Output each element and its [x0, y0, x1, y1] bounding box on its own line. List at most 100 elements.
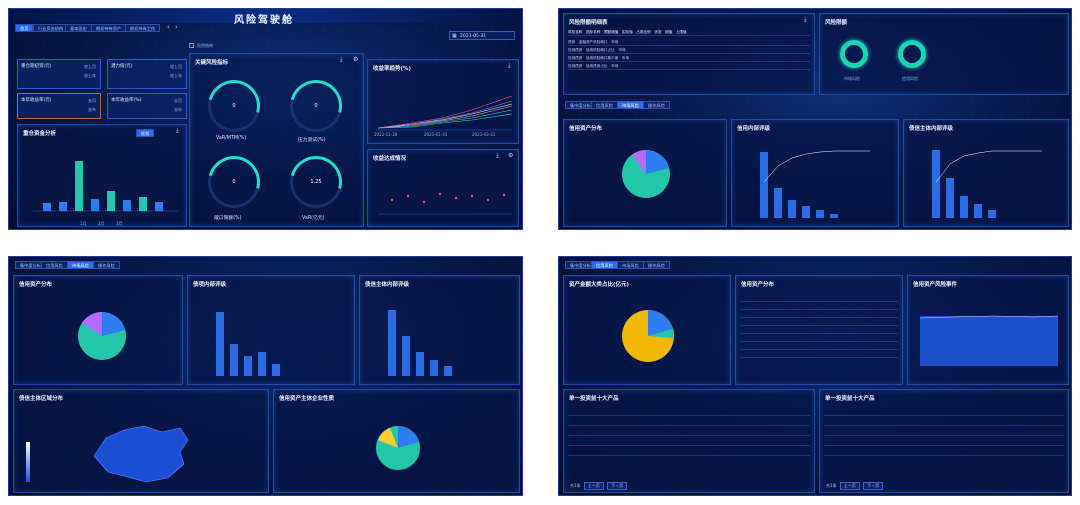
bar — [816, 210, 824, 218]
next-page-button[interactable]: 下一页 — [607, 482, 628, 490]
prev-page-button[interactable]: 上一页 — [839, 482, 860, 490]
top-products-panel-right: 单一投资前十大产品 共1条 上一页 下一页 — [819, 389, 1069, 493]
kpi-compare-month: 较上月 — [170, 64, 182, 69]
table-row[interactable] — [824, 420, 1064, 426]
bar — [91, 199, 99, 211]
legend-item: 2月 — [98, 221, 105, 226]
kpi-compare-year: 较上年 — [170, 73, 182, 78]
table-row[interactable] — [740, 320, 898, 326]
point — [454, 196, 458, 200]
issuer-bar-chart — [388, 310, 452, 376]
dense-bar-chart — [919, 315, 1059, 366]
panel-title: 收益达成情况 — [373, 156, 407, 162]
point — [486, 198, 490, 202]
kpi-compare-month: 去月 — [88, 98, 96, 103]
market-risk-screen: 集中度分析 信用风险 市场风险 操作风险 资产金额大类占比(亿元) 信用资产分布… — [558, 256, 1072, 496]
panel-title: 单一投资前十大产品 — [825, 396, 875, 402]
kpi-compare-year: 去年 — [174, 107, 182, 112]
table-row[interactable] — [568, 440, 810, 446]
legend-item: 3月 — [116, 221, 123, 226]
limit-table-panel: 风险限额明细表 ⤓ 风险名称 指标名称 限额阈值 实际值 占用比例 状态 阈值 … — [563, 13, 815, 95]
tab-market[interactable]: 市场风险 — [67, 261, 94, 269]
kpi-card: 本年收益率(元) 去月 去年 — [17, 93, 101, 119]
download-icon[interactable]: ⤓ — [176, 127, 179, 134]
table-row[interactable] — [824, 430, 1064, 436]
bar — [272, 364, 280, 376]
table-row[interactable] — [568, 430, 810, 436]
tab-credit[interactable]: 信用风险 — [591, 261, 618, 269]
credit-risk-screen: 集中度分析 信用风险 市场风险 操作风险 信用资产分布 债项内部评级 债信主体内… — [8, 256, 523, 496]
bar-band — [920, 316, 1058, 366]
table-row[interactable]: 信用债券 信用债券占比 市场 — [568, 64, 810, 70]
table-row[interactable] — [740, 304, 898, 310]
next-page-button[interactable]: 下一页 — [863, 482, 884, 490]
table-row[interactable]: 信用债券 信用风险敞口集中度 市场 — [568, 56, 810, 62]
bar — [830, 214, 838, 218]
cumulative-line — [763, 150, 870, 183]
pie-chart — [622, 150, 670, 198]
gear-icon[interactable]: ⚙ — [508, 152, 514, 159]
tab-home[interactable]: 首页 — [15, 24, 34, 32]
table-header: 风险名称 指标名称 限额阈值 实际值 占用比例 状态 阈值 上限值 — [568, 30, 810, 36]
table-row[interactable]: 信用债券 信用风险敞口占比 市场 — [568, 48, 810, 54]
issuer-rating-panel: 债信主体内部评级 — [903, 119, 1069, 227]
table-row[interactable] — [568, 410, 810, 416]
table-row[interactable] — [740, 312, 898, 318]
table-row[interactable] — [740, 296, 898, 302]
table-row[interactable] — [740, 352, 898, 358]
download-icon[interactable]: ⤓ — [340, 56, 343, 63]
table-row[interactable] — [740, 344, 898, 350]
cockpit-screen: 风险驾驶舱 首页 行业资金结构 基本面史 期初持有资产 期初持有工作 ‹ › ▦… — [8, 8, 523, 230]
kpi-title: 潜力值(元) — [111, 64, 133, 69]
bar — [932, 150, 940, 218]
tab-market[interactable]: 市场风险 — [617, 261, 644, 269]
table-row[interactable] — [568, 450, 810, 456]
panel-title: 信用资产分布 — [19, 282, 53, 288]
table-row[interactable]: 债券 金融资产风险敞口 市场 — [568, 40, 810, 46]
x-tick: 2022-11-30 — [374, 132, 398, 137]
tab-operation[interactable]: 操作风险 — [93, 261, 120, 269]
download-icon[interactable]: ⤓ — [508, 62, 511, 69]
tab-credit[interactable]: 信用风险 — [41, 261, 68, 269]
table-row[interactable] — [740, 328, 898, 334]
table-row[interactable] — [568, 420, 810, 426]
chart-type-toggle[interactable]: 柱状 — [136, 129, 155, 137]
credit-distribution-panel: 信用资产分布 — [563, 119, 727, 227]
tab-credit[interactable]: 信用风险 — [591, 101, 618, 109]
gauge-exposure: 0 — [198, 146, 270, 218]
gear-icon[interactable]: ⚙ — [353, 56, 359, 63]
chevron-left-icon[interactable]: ‹ — [167, 23, 170, 31]
panel-title: 债项内部评级 — [193, 282, 227, 288]
pie-chart — [78, 312, 126, 360]
point — [502, 193, 506, 197]
table-row[interactable] — [824, 440, 1064, 446]
panel-title: 信用资产分布 — [569, 126, 603, 132]
table-row[interactable] — [824, 410, 1064, 416]
panel-title: 重仓资金分析 — [23, 131, 57, 137]
heavy-funds-panel: 重仓资金分析 柱状 ⤓ 1月 2月 3月 — [17, 124, 187, 227]
calendar-icon: ▦ — [452, 33, 457, 39]
tab-operation[interactable]: 操作风险 — [643, 101, 670, 109]
tab-history[interactable]: 基本面史 — [65, 24, 92, 32]
download-icon[interactable]: ⤓ — [804, 16, 807, 23]
tab-work[interactable]: 期初持有工作 — [125, 24, 161, 32]
gauge-var-mtm: 0 — [198, 70, 270, 142]
chevron-right-icon[interactable]: › — [175, 23, 178, 31]
tab-market[interactable]: 市场风险 — [617, 101, 644, 109]
panel-title: 收益率趋势(%) — [373, 66, 412, 72]
date-picker[interactable]: ▦ 2023-05-31 — [449, 31, 515, 40]
top-products-panel-left: 单一投资前十大产品 共1条 上一页 下一页 — [563, 389, 815, 493]
tab-operation[interactable]: 操作风险 — [643, 261, 670, 269]
tab-assets[interactable]: 期初持有资产 — [91, 24, 127, 32]
gauge-label: VaR(亿元) — [302, 216, 325, 221]
bar — [444, 366, 452, 376]
bar — [788, 200, 796, 218]
kpi-title: 本年收益率(%) — [111, 98, 142, 103]
download-icon[interactable]: ⤓ — [496, 152, 499, 159]
table-row[interactable] — [740, 336, 898, 342]
table-row[interactable] — [824, 450, 1064, 456]
tab-industry[interactable]: 行业资金结构 — [33, 24, 69, 32]
panel-title: 债信主体区域分布 — [19, 396, 64, 402]
structure-checkbox[interactable] — [189, 43, 194, 48]
prev-page-button[interactable]: 上一页 — [583, 482, 604, 490]
